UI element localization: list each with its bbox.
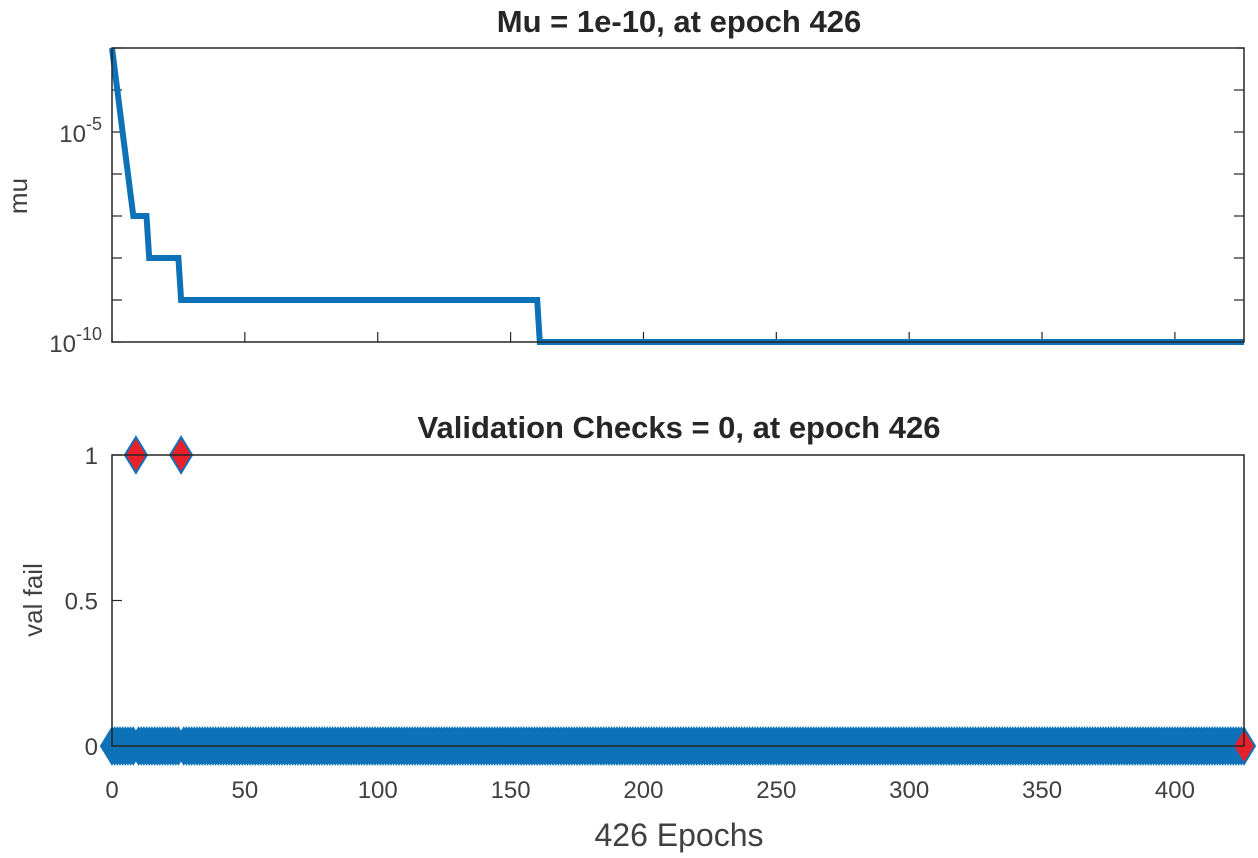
val-y-axis-label: val fail xyxy=(18,563,48,637)
val-x-tick-label: 400 xyxy=(1155,777,1195,804)
val-x-tick-label: 100 xyxy=(358,777,398,804)
val-x-tick-label: 150 xyxy=(491,777,531,804)
val-x-tick-label: 0 xyxy=(105,777,118,804)
mu-chart-title: Mu = 1e-10, at epoch 426 xyxy=(497,4,861,39)
mu-y-axis-label: mu xyxy=(3,178,33,214)
val-y-tick-label: 0.5 xyxy=(65,589,98,616)
val-fail-subplot: Validation Checks = 0, at epoch 426 val … xyxy=(18,410,1257,853)
mu-axes-box xyxy=(111,47,1245,343)
val-x-tick-label: 250 xyxy=(756,777,796,804)
val-plot-area xyxy=(99,435,1257,766)
mu-subplot: Mu = 1e-10, at epoch 426 mu 10-5 10-10 xyxy=(3,4,1245,358)
mu-y-tick-label: 10-10 xyxy=(49,324,102,358)
x-axis-label: 426 Epochs xyxy=(594,817,763,853)
mu-plot-area xyxy=(109,47,1244,345)
val-chart-title: Validation Checks = 0, at epoch 426 xyxy=(418,410,941,445)
val-y-tick-label: 0 xyxy=(85,734,98,761)
val-x-tick-label: 300 xyxy=(889,777,929,804)
mu-y-tick-label: 10-5 xyxy=(59,114,102,148)
mu-series-line xyxy=(109,47,1244,345)
val-x-tick-label: 200 xyxy=(623,777,663,804)
val-x-tick-label: 50 xyxy=(232,777,259,804)
val-y-tick-label: 1 xyxy=(85,443,98,470)
val-axes-box xyxy=(111,454,1245,747)
val-ticks: 0 0.5 1 0 50 100 150 200 250 300 350 400 xyxy=(65,443,1195,804)
val-x-tick-label: 350 xyxy=(1022,777,1062,804)
mu-y-ticks: 10-5 10-10 xyxy=(49,47,1244,358)
